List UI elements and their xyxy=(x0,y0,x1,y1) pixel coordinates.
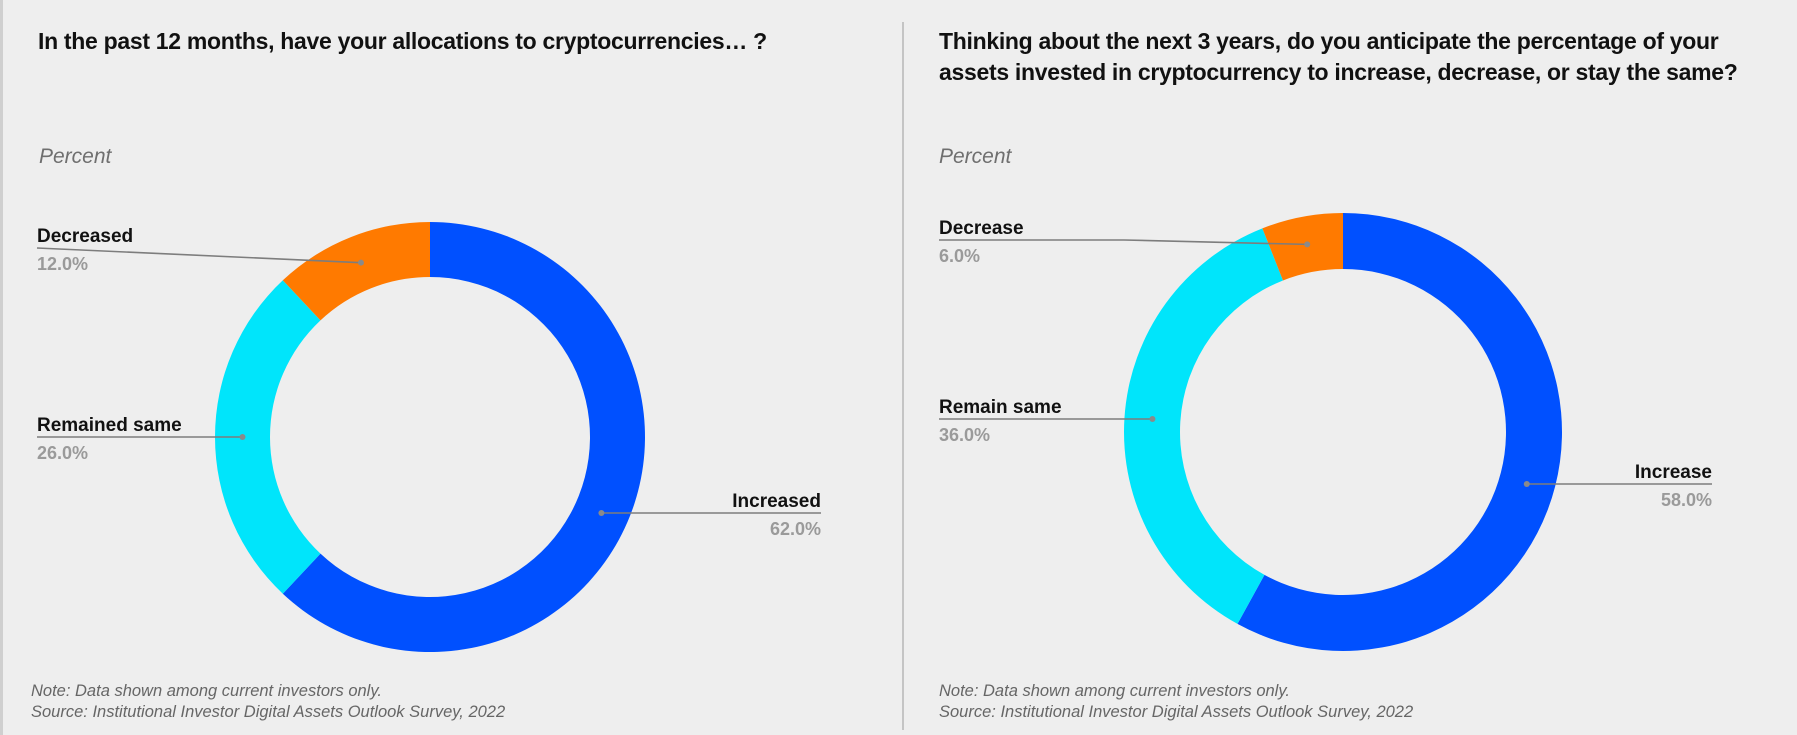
leader-dot xyxy=(1523,481,1530,487)
chart-subtitle: Percent xyxy=(39,145,112,168)
chart-title: Thinking about the next 3 years, do you … xyxy=(939,28,1738,85)
footer-note: Note: Data shown among current investors… xyxy=(939,682,1290,700)
value-label: 58.0% xyxy=(1661,490,1712,510)
value-label: 36.0% xyxy=(939,425,990,445)
leader-dot xyxy=(1304,241,1311,248)
category-label: Remain same xyxy=(939,397,1062,418)
chart-panel-allocations-next-3-years: Thinking about the next 3 years, do you … xyxy=(905,0,1797,735)
footer-source: Source: Institutional Investor Digital A… xyxy=(939,703,1414,721)
chart-title: In the past 12 months, have your allocat… xyxy=(38,28,767,54)
slice-label-decrease: Decrease 6.0% xyxy=(939,218,1311,266)
value-label: 62.0% xyxy=(770,519,821,539)
donut-slice-remained-same xyxy=(214,280,321,594)
category-label: Decreased xyxy=(37,226,133,247)
slice-label-increase: Increase 58.0% xyxy=(1523,462,1712,510)
leader-line xyxy=(939,239,1308,246)
category-label: Increase xyxy=(1635,462,1712,483)
footer-note: Note: Data shown among current investors… xyxy=(31,682,382,700)
donut-slice-decrease xyxy=(1262,213,1343,281)
page-left-border xyxy=(0,0,3,735)
leader-dot xyxy=(598,510,605,516)
chart-footer: Note: Data shown among current investors… xyxy=(31,681,505,723)
slice-label-decreased: Decreased 12.0% xyxy=(36,226,364,274)
donut-slice-remain-same xyxy=(1124,228,1283,624)
value-label: 6.0% xyxy=(939,246,980,266)
leader-dot xyxy=(357,259,364,266)
value-label: 12.0% xyxy=(37,254,88,274)
category-label: Increased xyxy=(732,491,821,512)
slice-label-increased: Increased 62.0% xyxy=(598,491,821,539)
slice-label-remain-same: Remain same 36.0% xyxy=(939,397,1156,445)
category-label: Remained same xyxy=(37,415,182,436)
panel-divider xyxy=(902,22,904,730)
category-label: Decrease xyxy=(939,218,1024,239)
donut-chart: Increased 62.0% Remained same 26.0% Decrease… xyxy=(36,222,821,653)
leader-line xyxy=(36,247,362,264)
donut-chart: Increase 58.0% Remain same 36.0% Decrease 6.0… xyxy=(939,213,1712,652)
slice-label-remained-same: Remained same 26.0% xyxy=(37,415,246,463)
donut-slice-increased xyxy=(282,222,645,653)
donut-slice-increase xyxy=(1237,213,1562,652)
leader-dot xyxy=(239,434,246,440)
chart-panel-allocations-past-12-months: In the past 12 months, have your allocat… xyxy=(31,28,821,723)
chart-subtitle: Percent xyxy=(939,145,1012,168)
chart-footer: Note: Data shown among current investors… xyxy=(939,681,1413,723)
leader-dot xyxy=(1149,416,1156,422)
donut-slice-decreased xyxy=(282,222,430,321)
value-label: 26.0% xyxy=(37,443,88,463)
footer-source: Source: Institutional Investor Digital A… xyxy=(31,703,506,721)
